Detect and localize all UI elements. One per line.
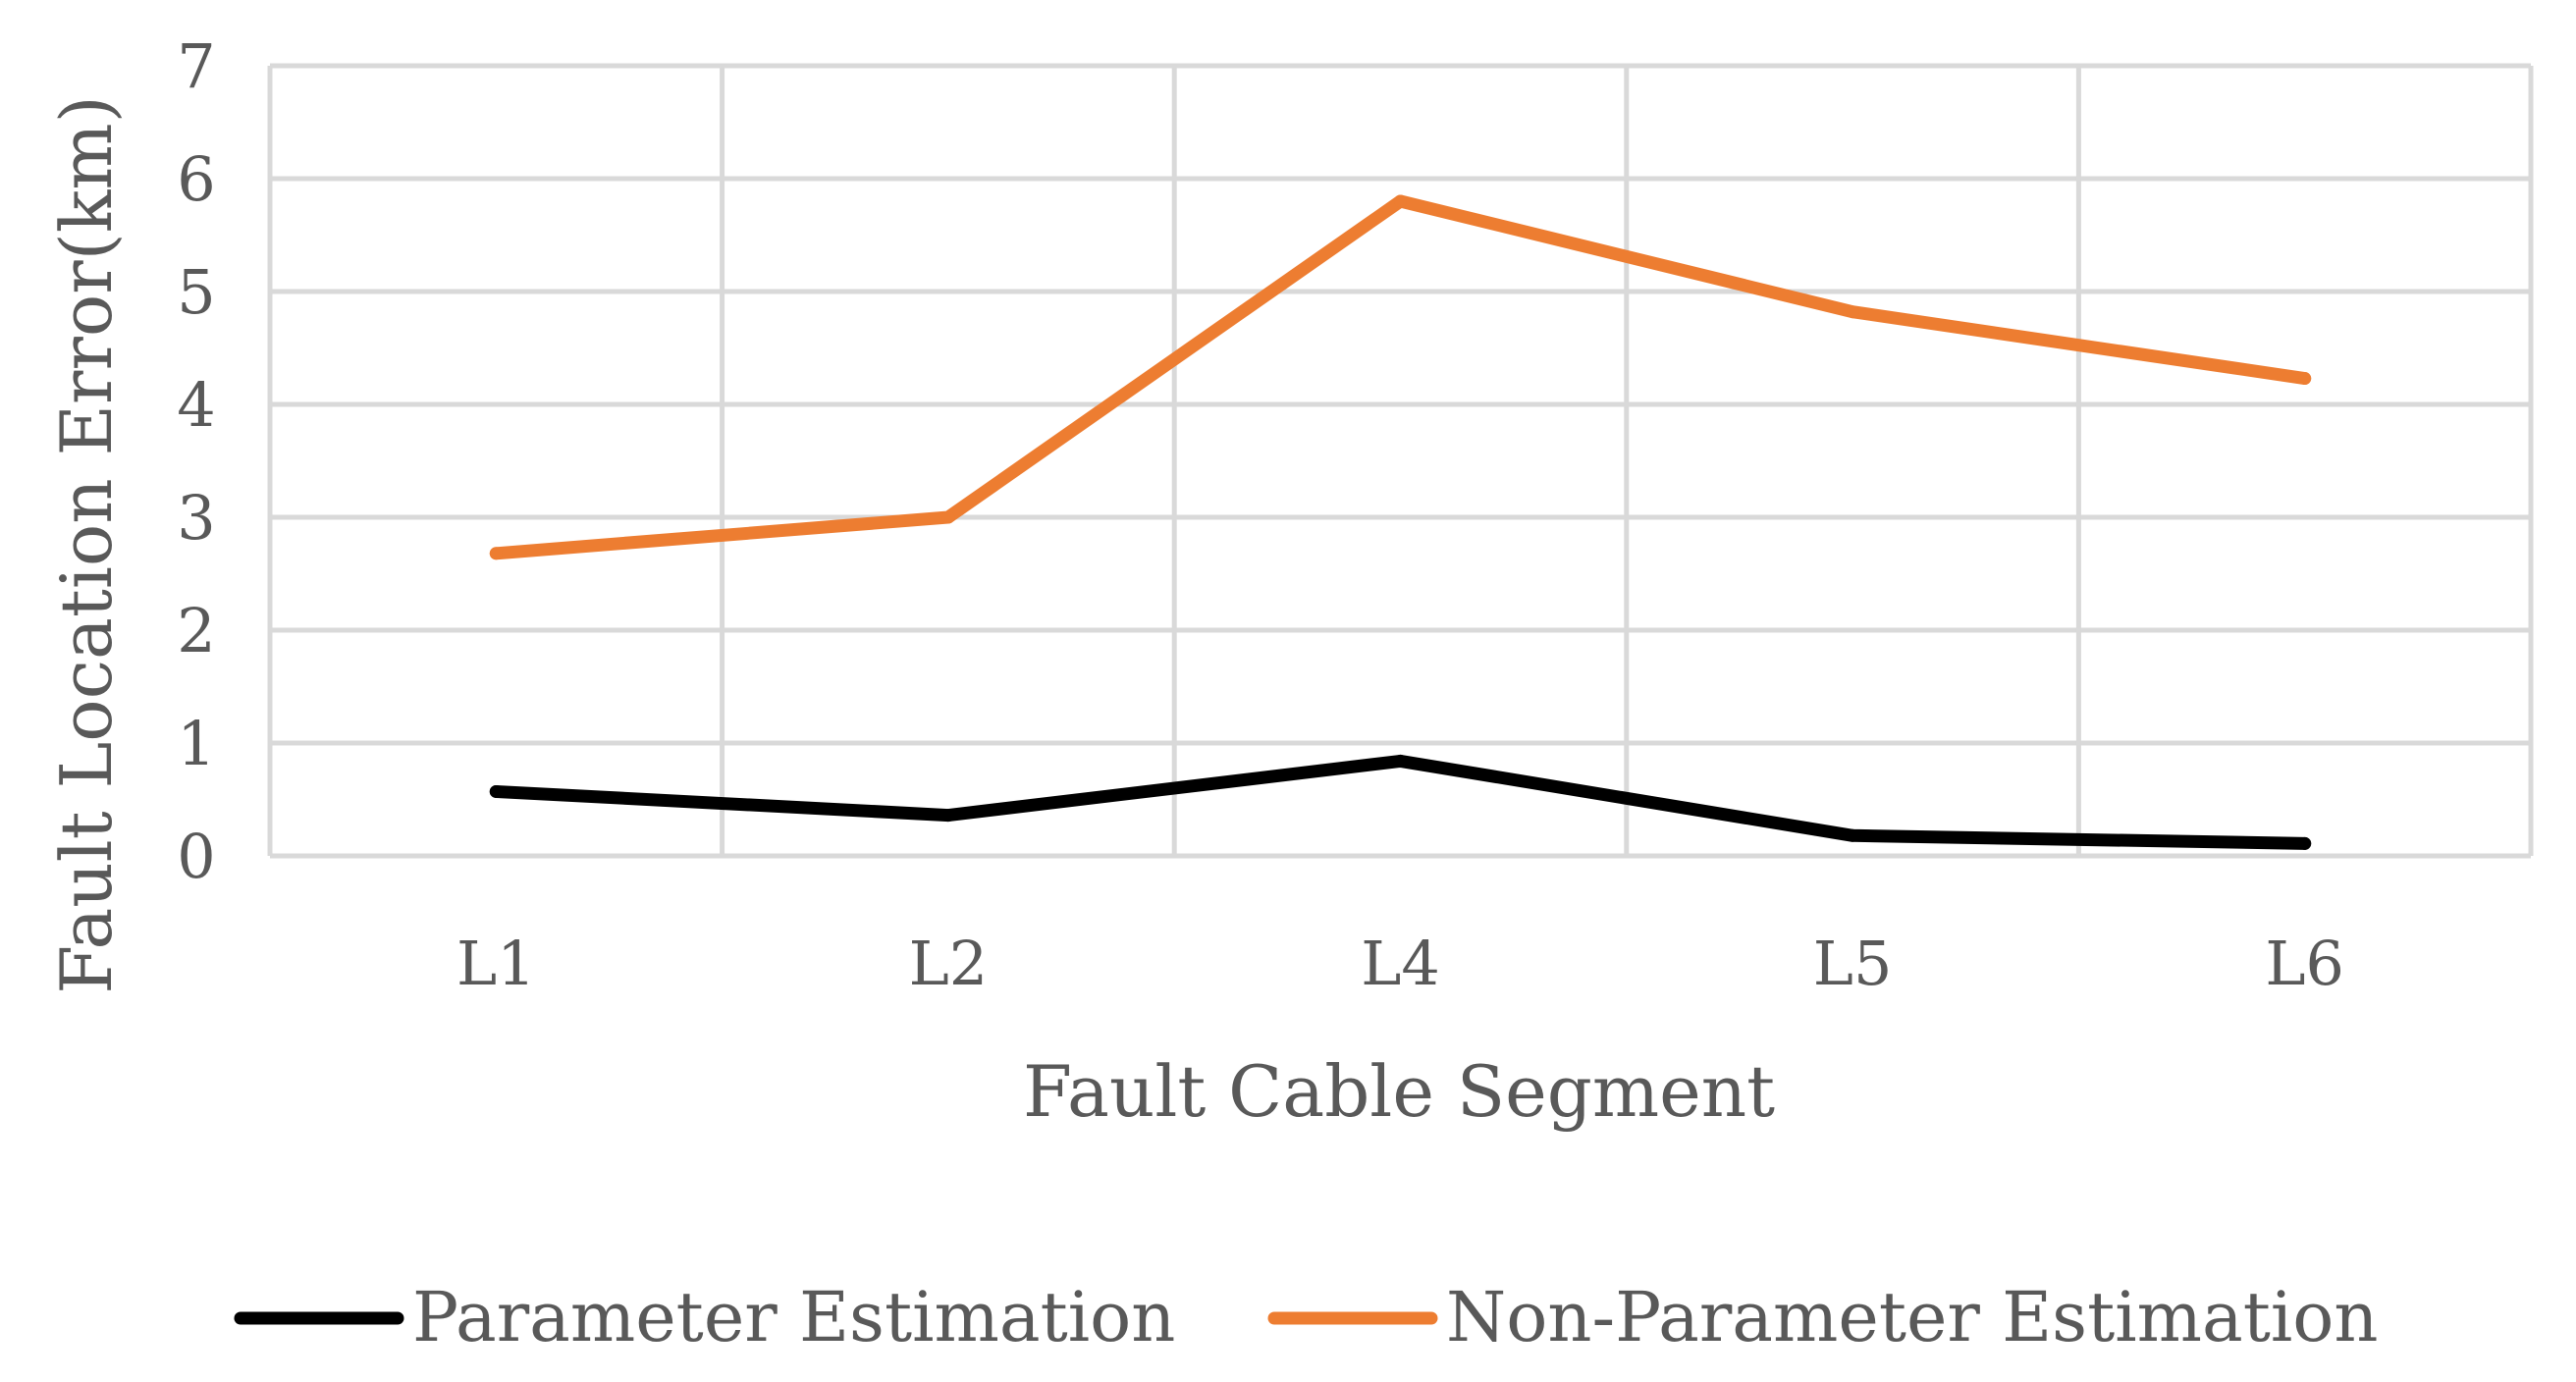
x-tick-labels: L1 L2 L4 L5 L6 (456, 928, 2344, 999)
data-point (941, 809, 955, 823)
grid (267, 63, 2534, 859)
y-tick-label: 7 (177, 30, 215, 102)
y-tick-label: 2 (177, 595, 215, 666)
data-point (2298, 836, 2312, 850)
legend-label: Non-Parameter Estimation (1446, 1277, 2378, 1357)
y-tick-label: 3 (177, 482, 215, 554)
data-point (489, 547, 503, 560)
data-point (941, 510, 955, 524)
data-point (1394, 754, 1407, 768)
data-point (489, 784, 503, 798)
data-point (1846, 828, 1859, 842)
data-point (1846, 305, 1859, 319)
data-point (1394, 194, 1407, 208)
y-tick-label: 0 (177, 821, 215, 892)
y-tick-label: 1 (177, 708, 215, 779)
x-tick-label: L2 (909, 928, 989, 999)
legend: Parameter Estimation Non-Parameter Estima… (234, 1277, 2378, 1357)
series-lines (489, 194, 2312, 850)
x-axis-title: Fault Cable Segment (1023, 1050, 1775, 1133)
x-tick-label: L4 (1361, 928, 1440, 999)
legend-label: Parameter Estimation (412, 1277, 1175, 1357)
y-tick-labels: 0 1 2 3 4 5 6 7 (177, 30, 215, 892)
data-point (2298, 372, 2312, 386)
series-line-2 (489, 194, 2312, 560)
x-tick-label: L1 (456, 928, 536, 999)
x-tick-label: L5 (1813, 928, 1893, 999)
y-axis-title: Fault Location Error(km) (45, 95, 128, 993)
y-tick-label: 5 (177, 256, 215, 328)
series-line-1 (489, 754, 2312, 850)
y-tick-label: 6 (177, 143, 215, 215)
x-tick-label: L6 (2265, 928, 2344, 999)
y-tick-label: 4 (177, 369, 215, 441)
